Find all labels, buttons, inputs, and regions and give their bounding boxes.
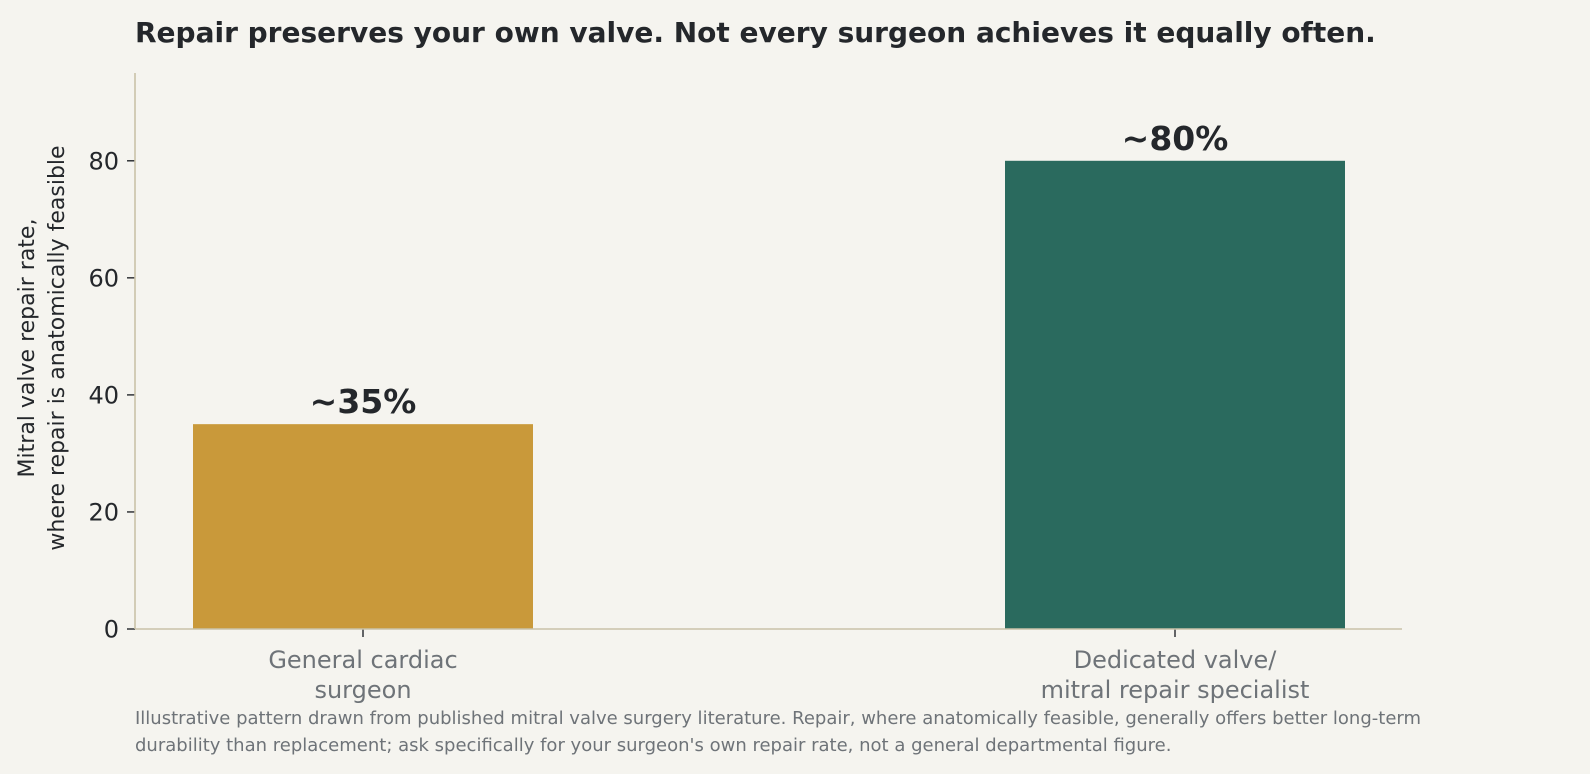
bars-group bbox=[193, 160, 1345, 629]
y-tick-label: 40 bbox=[88, 381, 119, 409]
y-tick-label: 0 bbox=[104, 616, 119, 644]
x-tick-label-2-line-2: mitral repair specialist bbox=[1041, 676, 1310, 704]
x-tick-label-2-line-1: Dedicated valve/ bbox=[1074, 646, 1278, 674]
bar-2 bbox=[1005, 160, 1345, 629]
y-axis-label-line-2: where repair is anatomically feasible bbox=[45, 145, 70, 550]
x-tick-label-1-line-1: General cardiac bbox=[268, 646, 457, 674]
y-axis-label-line-1: Mitral valve repair rate, bbox=[15, 219, 40, 478]
chart-caption: Illustrative pattern drawn from publishe… bbox=[135, 708, 1421, 756]
chart-title: Repair preserves your own valve. Not eve… bbox=[135, 16, 1376, 49]
bar-1 bbox=[193, 424, 533, 629]
data-label-2: ~80% bbox=[1122, 119, 1229, 158]
y-tick-label: 80 bbox=[88, 147, 119, 175]
y-tick-label: 60 bbox=[88, 264, 119, 292]
data-labels-group: ~35% ~80% bbox=[310, 119, 1229, 421]
caption-line-2: durability than replacement; ask specifi… bbox=[135, 735, 1171, 756]
y-axis-label: Mitral valve repair rate, where repair is… bbox=[15, 145, 70, 550]
y-ticks-group: 0 20 40 60 80 bbox=[88, 147, 135, 644]
caption-line-1: Illustrative pattern drawn from publishe… bbox=[135, 708, 1421, 729]
data-label-1: ~35% bbox=[310, 382, 417, 421]
y-tick-label: 20 bbox=[88, 498, 119, 526]
x-tick-label-1-line-2: surgeon bbox=[314, 676, 411, 704]
